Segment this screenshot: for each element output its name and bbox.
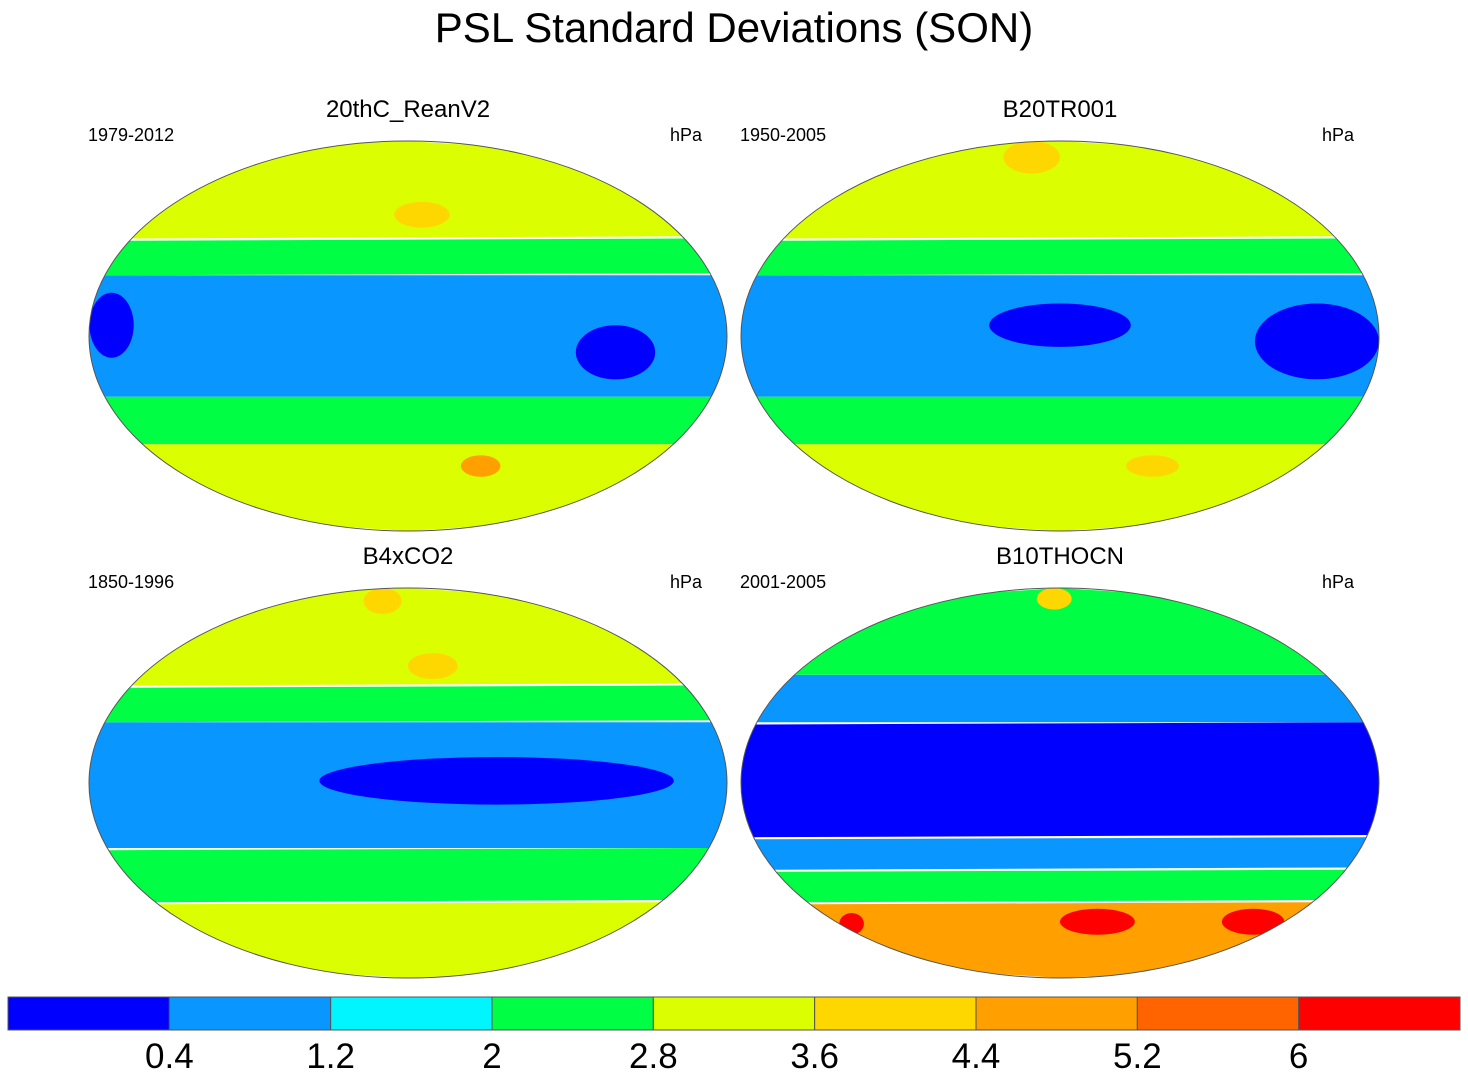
map-outline (88, 140, 728, 532)
region-sh-subtrop (754, 837, 1367, 870)
panel-title: B20TR001 (1002, 96, 1118, 123)
region-southern-ocean-max-1 (1060, 908, 1135, 935)
colorbar-swatch (1298, 996, 1461, 1031)
region-southern-ocean-max-2 (1221, 908, 1285, 935)
panel-units: hPa (1321, 572, 1354, 592)
map-outline (740, 140, 1380, 532)
region-nh-midlat (104, 238, 711, 276)
region-southern-ocean-max (460, 455, 501, 477)
page-title: PSL Standard Deviations (SON) (434, 4, 1034, 51)
colorbar-tick-label: 1.2 (306, 1037, 355, 1076)
region-nh-highlat (794, 588, 1326, 675)
region-africa-low (89, 292, 134, 358)
map-outline (88, 587, 728, 979)
map-field (89, 588, 727, 978)
map-plot (740, 587, 1380, 979)
colorbar-swatch (975, 996, 1138, 1031)
map-panel-b10thocn: B10THOCN 2001-2005 hPa (740, 543, 1380, 983)
panel-title: B10THOCN (995, 543, 1125, 570)
panel-period: 2001-2005 (740, 572, 827, 592)
colorbar-swatch (491, 996, 654, 1031)
map-outline (740, 587, 1380, 979)
map-panel-20thc-reanv2: 20thC_ReanV2 1979-2012 hPa (88, 96, 728, 536)
panel-period: 1979-2012 (88, 125, 175, 145)
map-plot (88, 587, 728, 979)
colorbar-tick-label: 3.6 (790, 1037, 839, 1076)
panel-units: hPa (1321, 125, 1354, 145)
region-atlantic-low (1254, 303, 1379, 380)
region-sh-midlat (756, 396, 1364, 445)
map-plot (740, 140, 1380, 532)
colorbar-tick-label: 4.4 (952, 1037, 1001, 1076)
region-nh-highlat (783, 141, 1335, 239)
region-tropical-pacific-low (319, 757, 674, 805)
colorbar-tick-label: 2.8 (629, 1037, 678, 1076)
region-sh-highlat (142, 444, 674, 531)
colorbar: 0.4 1.2 2 2.8 3.6 4.4 5.2 6 (7, 996, 1461, 1076)
colorbar-tick-label: 6 (1289, 1037, 1308, 1076)
map-panel-b20tr001: B20TR001 1950-2005 hPa (740, 96, 1380, 536)
region-nh-midlat (104, 685, 711, 723)
colorbar-tick-label: 0.4 (145, 1037, 194, 1076)
region-north-pacific-max (394, 201, 450, 228)
colorbar-swatch (814, 996, 977, 1031)
map-field (89, 141, 727, 531)
region-sh-highlat (158, 902, 661, 978)
region-tropics (741, 722, 1379, 838)
region-west-pacific-low (989, 303, 1131, 347)
region-arctic-max (363, 588, 402, 614)
colorbar-swatch (652, 996, 816, 1031)
region-southern-ocean-max (1126, 455, 1179, 477)
panel-period: 1850-1996 (88, 572, 175, 592)
colorbar-swatch (330, 996, 493, 1031)
map-field (741, 141, 1379, 531)
colorbar-tick-label: 2 (482, 1037, 501, 1076)
panel-title: B4xCO2 (362, 543, 454, 570)
region-north-pacific-max (408, 653, 458, 679)
panel-title: 20thC_ReanV2 (325, 96, 491, 123)
region-sh-highlat (810, 902, 1313, 978)
region-nh-highlat (131, 141, 683, 239)
map-field (741, 588, 1379, 978)
region-sh-midlat (776, 869, 1346, 903)
region-sh-midlat (104, 396, 712, 445)
region-sh-highlat (794, 444, 1326, 531)
colorbar-swatch (1136, 996, 1300, 1031)
region-tropics (89, 275, 727, 397)
region-arctic-max (1036, 588, 1072, 610)
region-nh-midlat (756, 238, 1362, 276)
panel-units: hPa (669, 572, 702, 592)
region-southern-ocean-max-3 (839, 913, 864, 935)
region-nh-highlat (131, 588, 683, 686)
region-arctic-max (1003, 141, 1060, 174)
map-plot (88, 140, 728, 532)
colorbar-swatch (7, 996, 170, 1031)
region-sh-midlat (108, 848, 709, 903)
region-south-america-low (575, 325, 656, 380)
region-nh-midlat (756, 674, 1364, 723)
panel-units: hPa (669, 125, 702, 145)
panel-period: 1950-2005 (740, 125, 827, 145)
colorbar-tick-label: 5.2 (1113, 1037, 1162, 1076)
map-panel-b4xco2: B4xCO2 1850-1996 hPa (88, 543, 728, 983)
colorbar-swatch (168, 996, 332, 1031)
